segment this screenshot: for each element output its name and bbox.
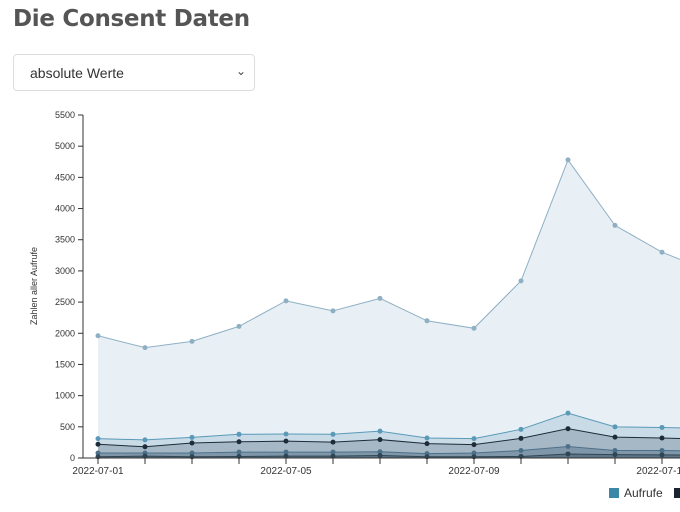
data-point[interactable] bbox=[330, 431, 336, 437]
data-point[interactable] bbox=[612, 448, 618, 454]
data-point[interactable] bbox=[424, 318, 430, 324]
data-point[interactable] bbox=[283, 431, 289, 437]
series-line-0 bbox=[97, 158, 680, 349]
data-point[interactable] bbox=[612, 424, 618, 430]
series-line-4 bbox=[97, 453, 680, 458]
data-point[interactable] bbox=[236, 323, 242, 329]
data-point[interactable] bbox=[283, 453, 289, 459]
data-point[interactable] bbox=[142, 345, 148, 351]
data-point[interactable] bbox=[518, 435, 524, 441]
data-point[interactable] bbox=[330, 308, 336, 314]
data-point[interactable] bbox=[612, 222, 618, 228]
data-point[interactable] bbox=[330, 449, 336, 455]
data-point[interactable] bbox=[189, 434, 195, 440]
data-point[interactable] bbox=[283, 449, 289, 455]
data-point[interactable] bbox=[95, 450, 101, 456]
page-title: Die Consent Daten bbox=[13, 6, 250, 32]
select-value: absolute Werte bbox=[30, 65, 124, 81]
data-point[interactable] bbox=[565, 443, 571, 449]
data-point[interactable] bbox=[565, 157, 571, 163]
y-tick-label: 2000 bbox=[55, 328, 75, 338]
legend-swatch-aufrufe bbox=[609, 488, 619, 498]
y-tick-label: 3000 bbox=[55, 266, 75, 276]
data-point[interactable] bbox=[471, 325, 477, 331]
data-point[interactable] bbox=[236, 439, 242, 445]
data-point[interactable] bbox=[471, 436, 477, 442]
data-point[interactable] bbox=[659, 424, 665, 430]
data-point[interactable] bbox=[565, 410, 571, 416]
y-tick-label: 1000 bbox=[55, 391, 75, 401]
data-point[interactable] bbox=[330, 439, 336, 445]
data-point[interactable] bbox=[612, 434, 618, 440]
data-point[interactable] bbox=[471, 442, 477, 448]
data-point[interactable] bbox=[377, 295, 383, 301]
data-point[interactable] bbox=[95, 436, 101, 442]
data-point[interactable] bbox=[471, 450, 477, 456]
series-line-1 bbox=[97, 412, 680, 441]
data-point[interactable] bbox=[142, 437, 148, 443]
data-point[interactable] bbox=[189, 450, 195, 456]
data-point[interactable] bbox=[95, 441, 101, 447]
data-point[interactable] bbox=[659, 435, 665, 441]
y-tick-label: 1500 bbox=[55, 359, 75, 369]
data-point[interactable] bbox=[659, 249, 665, 255]
data-point[interactable] bbox=[377, 437, 383, 443]
y-tick-label: 500 bbox=[60, 422, 75, 432]
data-point[interactable] bbox=[518, 448, 524, 454]
y-tick-label: 5000 bbox=[55, 141, 75, 151]
x-tick-label: 2022-07-09 bbox=[448, 466, 500, 477]
data-point[interactable] bbox=[236, 431, 242, 437]
data-point[interactable] bbox=[424, 435, 430, 441]
data-point[interactable] bbox=[330, 453, 336, 459]
legend-swatch-2 bbox=[674, 488, 680, 498]
data-point[interactable] bbox=[189, 440, 195, 446]
y-tick-label: 4500 bbox=[55, 172, 75, 182]
data-point[interactable] bbox=[424, 441, 430, 447]
y-axis-label: Zahlen aller Aufrufe bbox=[29, 247, 39, 325]
legend: Aufrufe bbox=[609, 486, 680, 500]
data-point[interactable] bbox=[377, 449, 383, 455]
data-point[interactable] bbox=[95, 333, 101, 339]
data-point[interactable] bbox=[283, 298, 289, 304]
data-point[interactable] bbox=[659, 452, 665, 458]
data-point[interactable] bbox=[189, 338, 195, 344]
x-tick-label: 2022-07-13 bbox=[636, 466, 680, 477]
chevron-down-icon: ⌄ bbox=[235, 64, 246, 78]
legend-label-aufrufe[interactable]: Aufrufe bbox=[624, 486, 663, 500]
y-tick-label: 5500 bbox=[55, 110, 75, 120]
y-tick-label: 0 bbox=[70, 453, 75, 463]
y-tick-label: 4000 bbox=[55, 204, 75, 214]
series-line-3 bbox=[98, 445, 680, 455]
data-point[interactable] bbox=[377, 428, 383, 434]
data-point[interactable] bbox=[142, 444, 148, 450]
data-point[interactable] bbox=[377, 453, 383, 459]
data-point[interactable] bbox=[565, 426, 571, 432]
data-point[interactable] bbox=[142, 453, 148, 459]
y-tick-label: 3500 bbox=[55, 235, 75, 245]
series-area-0 bbox=[98, 159, 680, 458]
data-point[interactable] bbox=[283, 438, 289, 444]
data-point[interactable] bbox=[518, 278, 524, 284]
y-tick-label: 2500 bbox=[55, 297, 75, 307]
value-mode-select[interactable]: absolute Werte ⌄ bbox=[13, 54, 255, 91]
data-point[interactable] bbox=[565, 451, 571, 457]
x-tick-label: 2022-07-05 bbox=[260, 466, 312, 477]
data-point[interactable] bbox=[518, 426, 524, 432]
series-line-2 bbox=[97, 428, 680, 448]
data-point[interactable] bbox=[236, 449, 242, 455]
data-point[interactable] bbox=[612, 452, 618, 458]
x-tick-label: 2022-07-01 bbox=[72, 466, 124, 477]
data-point[interactable] bbox=[659, 448, 665, 454]
